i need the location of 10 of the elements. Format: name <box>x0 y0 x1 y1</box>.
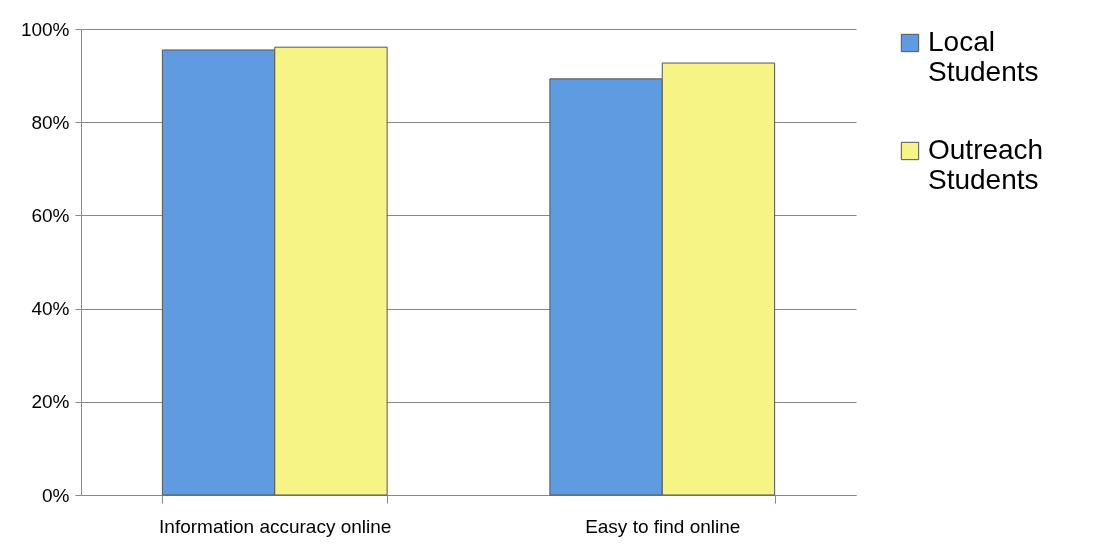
y-tick-label: 40% <box>31 298 70 320</box>
x-tick-label: Information accuracy online <box>159 515 392 537</box>
x-tick-label: Easy to find online <box>585 515 741 537</box>
y-tick-label: 60% <box>31 204 70 226</box>
legend-label: Outreach Students <box>928 134 1044 195</box>
y-tick-label: 20% <box>31 391 70 413</box>
y-tick-label: 80% <box>31 111 70 133</box>
y-tick-label: 0% <box>42 484 70 506</box>
legend-label: Local Students <box>928 26 1039 87</box>
y-tick-label: 100% <box>20 18 70 40</box>
